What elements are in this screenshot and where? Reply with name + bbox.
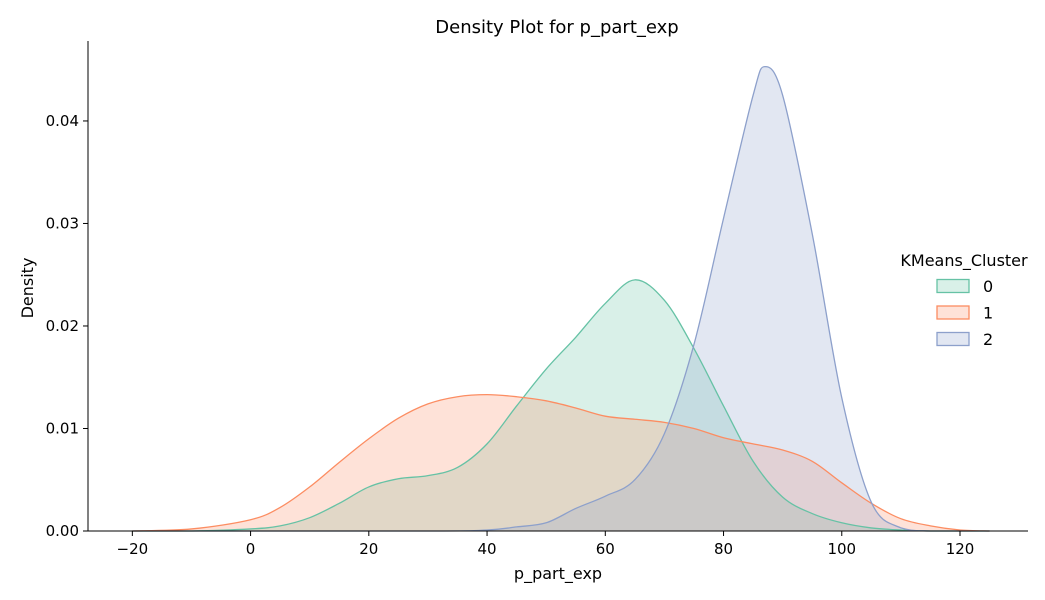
- x-tick-label: 80: [714, 540, 733, 558]
- x-tick-label: 40: [478, 540, 497, 558]
- legend-label-2: 2: [983, 330, 993, 349]
- y-tick-label: 0.02: [46, 317, 79, 335]
- y-ticks: 0.00 0.01 0.02 0.03 0.04: [46, 112, 88, 540]
- y-tick-label: 0.03: [46, 214, 79, 232]
- x-tick-label: 60: [596, 540, 615, 558]
- y-tick-label: 0.00: [46, 522, 79, 540]
- legend-label-0: 0: [983, 277, 993, 296]
- legend: KMeans_Cluster 0 1 2: [900, 251, 1028, 349]
- series-2-line: [132, 65, 990, 532]
- legend-title: KMeans_Cluster: [900, 251, 1028, 271]
- y-tick-label: 0.01: [46, 419, 79, 437]
- x-ticks: −20 0 20 40 60 80 100 120: [117, 531, 975, 558]
- x-tick-label: −20: [117, 540, 149, 558]
- legend-label-1: 1: [983, 304, 993, 323]
- series-1-line: [132, 394, 990, 532]
- x-tick-label: 0: [246, 540, 256, 558]
- legend-swatch-0: [936, 278, 970, 294]
- x-axis-label: p_part_exp: [514, 564, 602, 584]
- legend-items: 0 1 2: [936, 277, 993, 349]
- series-2-area: [132, 66, 990, 531]
- series-0-line: [132, 279, 990, 532]
- legend-swatch-1: [936, 305, 970, 320]
- x-tick-label: 100: [827, 540, 856, 558]
- legend-swatch-2: [936, 331, 970, 347]
- series-0-area: [132, 279, 990, 531]
- series-1-area: [132, 394, 990, 531]
- series-layer: [132, 65, 990, 532]
- chart-title: Density Plot for p_part_exp: [435, 17, 678, 38]
- x-tick-label: 120: [946, 540, 975, 558]
- y-tick-label: 0.04: [46, 112, 79, 130]
- y-axis-label: Density: [18, 258, 37, 319]
- x-tick-label: 20: [359, 540, 378, 558]
